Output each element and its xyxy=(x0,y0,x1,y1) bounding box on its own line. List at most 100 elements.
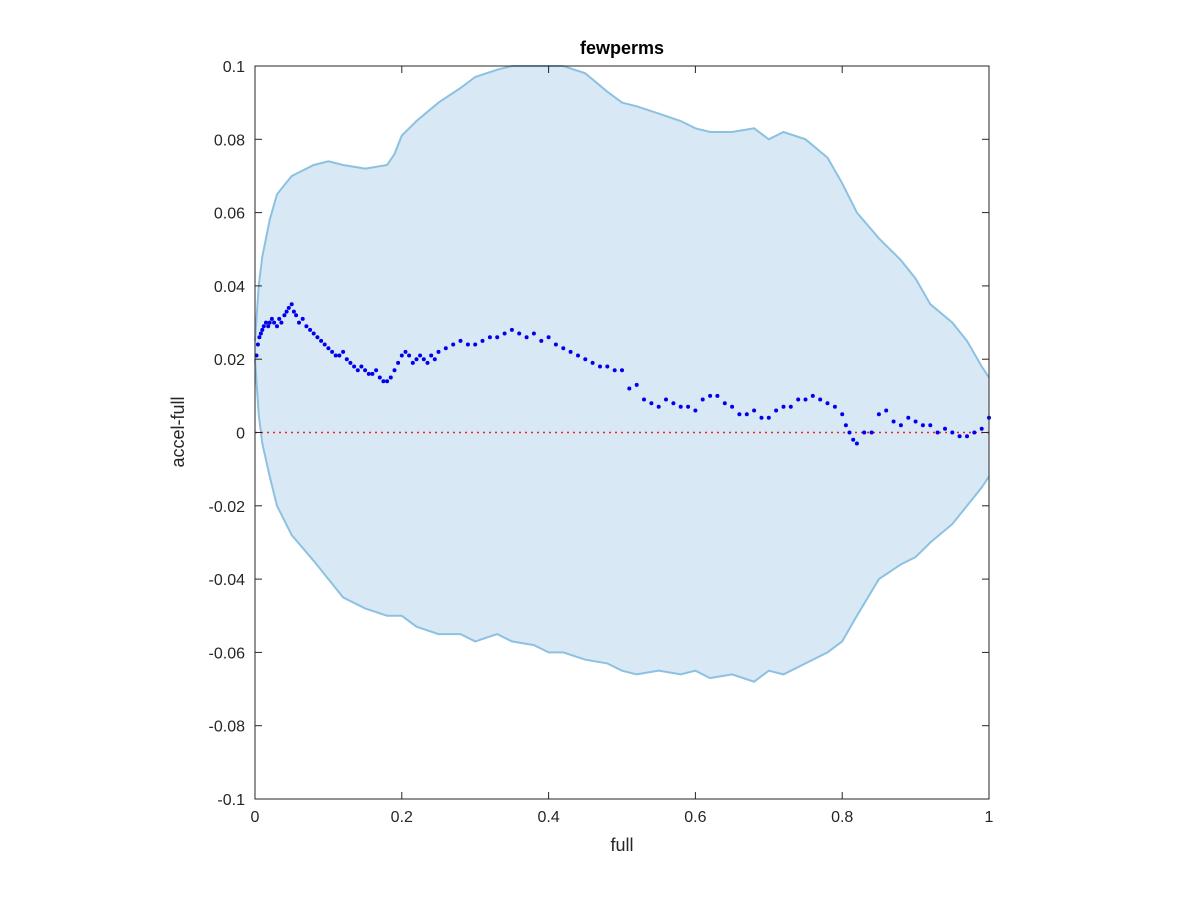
data-point xyxy=(524,335,529,340)
data-point xyxy=(308,327,313,332)
data-point xyxy=(425,360,430,365)
band-upper-edge xyxy=(254,65,990,379)
data-point xyxy=(277,316,282,321)
data-point xyxy=(260,327,265,332)
data-point xyxy=(326,346,331,351)
data-point xyxy=(333,353,338,358)
data-point xyxy=(979,426,984,431)
data-point xyxy=(634,382,639,387)
data-point xyxy=(920,423,925,428)
y-tick-label: 0.1 xyxy=(223,59,245,76)
data-point xyxy=(854,441,859,446)
data-point xyxy=(950,430,955,435)
data-point xyxy=(803,397,808,402)
data-point xyxy=(319,338,324,343)
data-point xyxy=(264,320,268,325)
data-point xyxy=(620,368,624,373)
data-point xyxy=(598,364,602,369)
x-tick-label: 0.8 xyxy=(831,809,853,826)
data-point xyxy=(429,353,434,358)
y-tick-label: 0.02 xyxy=(214,352,245,369)
data-point xyxy=(730,404,735,409)
axis-ticks: 0 0.2 0.4 0.6 0.8 1 -0.1 -0.08 -0.06 -0.04 -0.02 0 0… xyxy=(209,59,994,826)
data-point xyxy=(352,364,357,369)
data-point xyxy=(341,349,346,354)
data-point xyxy=(266,324,271,329)
x-tick-label: 0.4 xyxy=(537,809,559,826)
data-point xyxy=(480,338,485,343)
data-point xyxy=(612,368,617,373)
data-point xyxy=(851,437,856,442)
data-point xyxy=(374,368,379,373)
data-point xyxy=(487,335,492,340)
data-point xyxy=(279,320,284,325)
data-point xyxy=(255,342,260,347)
data-point xyxy=(531,331,536,336)
data-point xyxy=(843,423,848,428)
data-point xyxy=(832,404,837,409)
data-point xyxy=(258,331,263,336)
data-point xyxy=(304,324,309,329)
band-fill xyxy=(255,66,989,682)
data-point xyxy=(781,404,786,409)
data-point xyxy=(363,368,368,373)
data-point xyxy=(965,434,969,439)
data-point xyxy=(282,313,287,318)
y-tick-label: -0.08 xyxy=(209,719,246,736)
x-axis-label: full xyxy=(610,835,633,855)
data-point xyxy=(370,371,375,376)
data-point xyxy=(840,412,845,417)
data-point xyxy=(627,386,632,391)
data-point xyxy=(465,342,470,347)
x-tick-label: 1 xyxy=(985,809,994,826)
data-point xyxy=(744,412,749,417)
data-point xyxy=(359,364,364,369)
data-point xyxy=(392,368,397,373)
data-point xyxy=(752,408,757,413)
data-point xyxy=(348,360,353,365)
data-point xyxy=(876,412,881,417)
data-point xyxy=(443,346,448,351)
data-point xyxy=(700,397,705,402)
data-point xyxy=(656,404,661,409)
data-point xyxy=(275,324,279,329)
data-point xyxy=(381,379,386,384)
data-point xyxy=(267,320,272,325)
data-point xyxy=(432,357,437,362)
data-point xyxy=(286,305,291,310)
y-tick-label: -0.02 xyxy=(209,499,246,516)
data-point xyxy=(289,302,294,307)
data-point xyxy=(972,430,977,435)
y-tick-label: 0.08 xyxy=(214,132,245,149)
data-point xyxy=(818,397,823,402)
data-point xyxy=(473,342,478,347)
data-point xyxy=(451,342,456,347)
data-point xyxy=(774,408,779,413)
confidence-band xyxy=(254,65,990,683)
data-point xyxy=(546,335,551,340)
data-point xyxy=(261,324,266,329)
data-point xyxy=(403,349,408,354)
data-point xyxy=(788,404,793,409)
data-point xyxy=(935,430,940,435)
data-point xyxy=(561,346,566,351)
data-point xyxy=(678,404,683,409)
data-point xyxy=(568,349,573,354)
data-point xyxy=(957,434,962,439)
data-point xyxy=(269,316,274,321)
y-tick-label: 0.04 xyxy=(214,279,245,296)
data-point xyxy=(583,357,588,362)
data-point xyxy=(686,404,691,409)
data-point xyxy=(539,338,544,343)
data-point xyxy=(906,415,911,420)
data-points xyxy=(254,302,991,446)
data-point xyxy=(708,393,713,398)
data-point xyxy=(297,320,301,325)
data-point xyxy=(825,401,830,406)
data-point xyxy=(337,353,342,358)
data-point xyxy=(388,375,393,380)
data-point xyxy=(322,342,327,347)
data-point xyxy=(407,353,412,358)
data-point xyxy=(418,353,423,358)
